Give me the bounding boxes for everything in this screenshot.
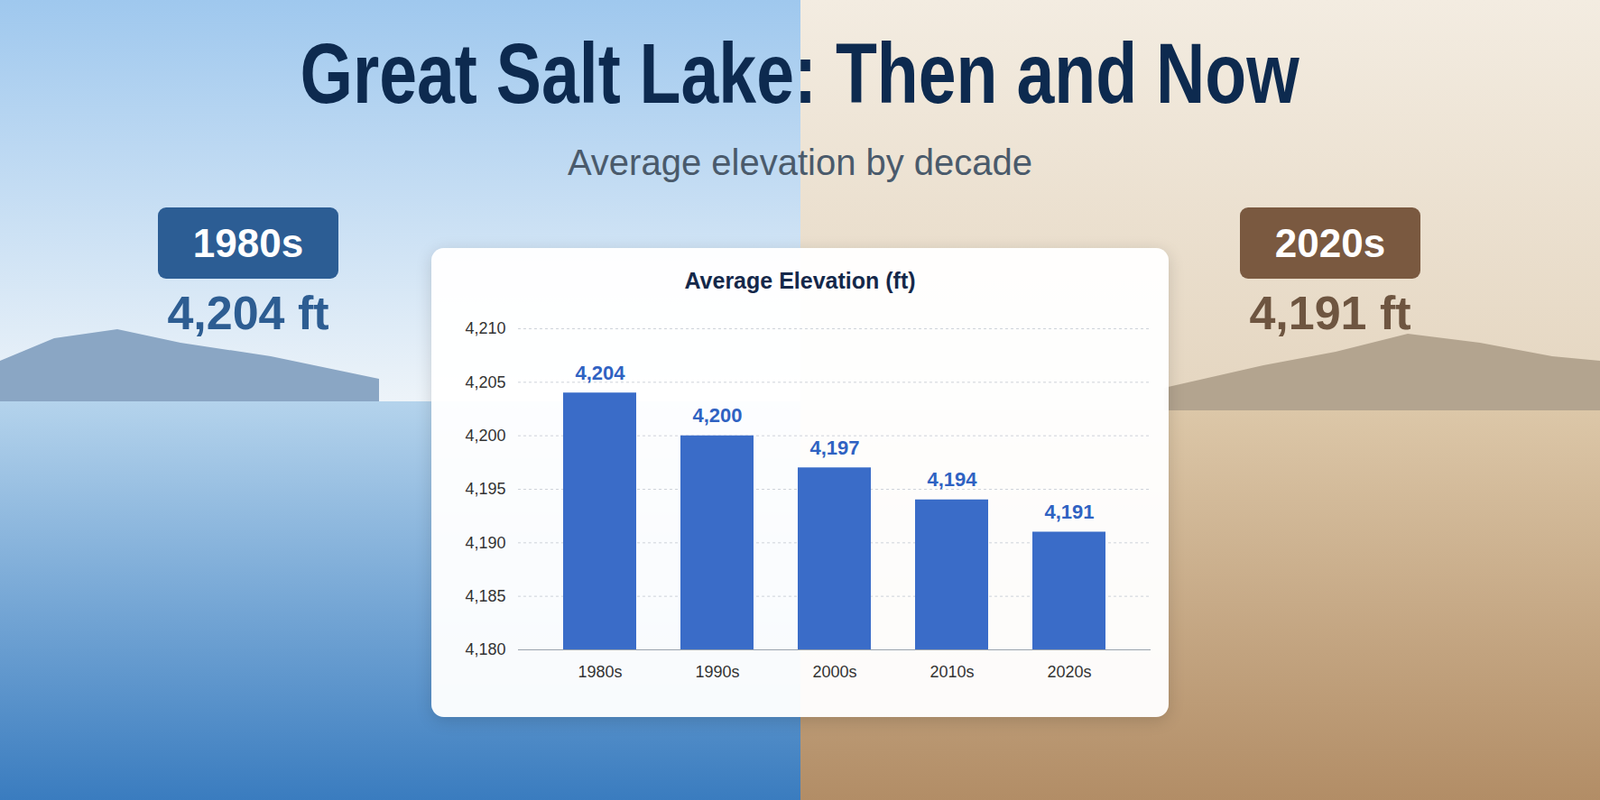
svg-text:4,200: 4,200 xyxy=(692,404,742,427)
svg-text:4,195: 4,195 xyxy=(464,480,506,499)
svg-text:2000s: 2000s xyxy=(812,663,857,682)
svg-text:2010s: 2010s xyxy=(929,663,974,682)
html-text:1980s: 1980s xyxy=(192,221,304,266)
html-text:4,204 ft: 4,204 ft xyxy=(167,286,330,340)
html-text:Average elevation by decade: Average elevation by decade xyxy=(567,142,1033,183)
svg-text:4,180: 4,180 xyxy=(464,640,506,659)
svg-text:4,204: 4,204 xyxy=(574,361,626,385)
svg-text:4,190: 4,190 xyxy=(464,534,506,553)
html-text:2020s: 2020s xyxy=(1274,221,1386,266)
svg-text:4,205: 4,205 xyxy=(464,373,506,392)
svg-text:4,210: 4,210 xyxy=(464,319,506,338)
html-text:Average Elevation (ft): Average Elevation (ft) xyxy=(684,268,916,294)
html-text:4,191 ft: 4,191 ft xyxy=(1249,286,1412,340)
svg-text:1990s: 1990s xyxy=(694,663,740,682)
html-text:Great Salt Lake: Then and Now: Great Salt Lake: Then and Now xyxy=(300,26,1300,121)
svg-text:2020s: 2020s xyxy=(1046,663,1092,682)
svg-text:4,200: 4,200 xyxy=(464,426,506,445)
svg-text:4,194: 4,194 xyxy=(926,468,978,491)
svg-text:4,197: 4,197 xyxy=(809,436,860,460)
svg-text:4,185: 4,185 xyxy=(464,587,506,606)
svg-text:4,191: 4,191 xyxy=(1044,500,1094,524)
svg-text:1980s: 1980s xyxy=(577,663,622,682)
